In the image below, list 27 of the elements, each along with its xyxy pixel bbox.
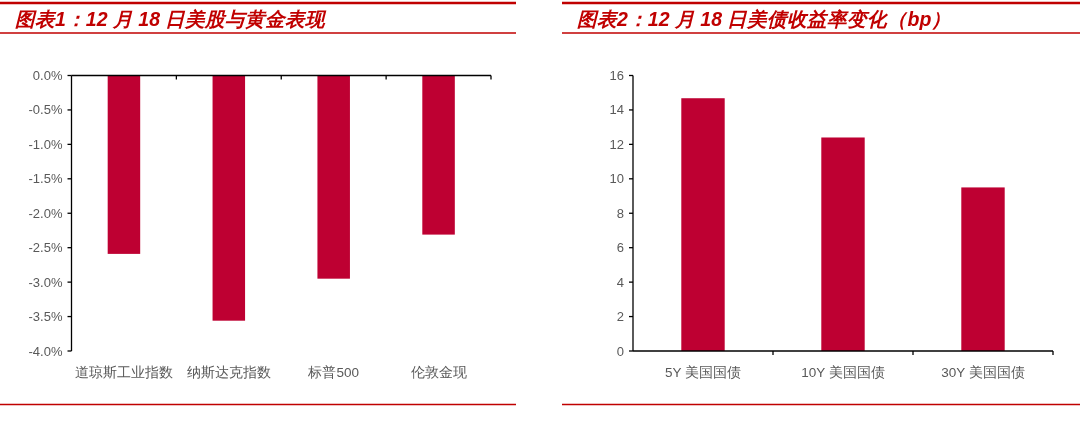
- y-tick-label: 8: [616, 205, 624, 221]
- y-tick-label: 10: [609, 171, 624, 187]
- x-tick-label: 伦敦金现: [410, 365, 467, 380]
- y-tick-label: 6: [616, 240, 624, 256]
- chart-title: 图表2：12 月 18 日美债收益率变化（bp）: [577, 8, 952, 30]
- x-tick-label: 道琼斯工业指数: [74, 365, 173, 380]
- y-tick-label: 14: [609, 102, 624, 118]
- x-tick-label: 纳斯达克指数: [186, 365, 271, 380]
- y-tick-label: -2.0%: [28, 205, 63, 221]
- y-tick-label: -0.5%: [28, 102, 63, 118]
- chart-title: 图表1：12 月 18 日美股与黄金表现: [15, 8, 328, 30]
- y-tick-label: -1.0%: [28, 136, 63, 152]
- y-tick-label: -2.5%: [28, 240, 63, 256]
- x-tick-label: 5Y 美国国债: [664, 365, 742, 380]
- y-tick-label: -3.0%: [28, 274, 63, 290]
- x-tick-label: 30Y 美国国债: [941, 365, 1025, 380]
- y-tick-label: 16: [609, 68, 624, 83]
- x-tick-label: 10Y 美国国债: [801, 365, 885, 380]
- y-tick-label: 12: [609, 136, 624, 152]
- y-tick-label: -4.0%: [28, 343, 63, 359]
- y-tick-label: 0.0%: [32, 68, 63, 83]
- y-tick-label: -1.5%: [28, 171, 63, 187]
- y-tick-label: 0: [616, 343, 624, 359]
- y-tick-label: 2: [616, 309, 624, 325]
- x-tick-label: 标普500: [307, 364, 359, 380]
- y-tick-label: 4: [616, 274, 624, 290]
- y-tick-label: -3.5%: [28, 309, 63, 325]
